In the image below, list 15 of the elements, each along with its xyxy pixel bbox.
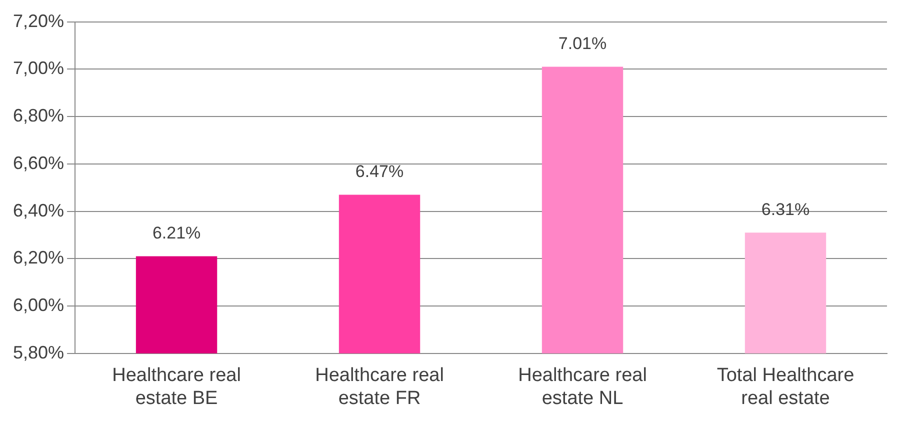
data-label: 6.47% — [355, 162, 404, 181]
y-tick-label: 7,20% — [12, 10, 64, 31]
x-tick-label: Total Healthcare real estate — [716, 365, 854, 409]
y-tick-label: 6,20% — [12, 248, 64, 268]
data-label: 6.21% — [152, 223, 201, 242]
data-label: 7.01% — [558, 34, 607, 53]
y-tick-label: 6,00% — [12, 294, 64, 315]
x-tick-label: Healthcare real estate FR — [315, 365, 444, 409]
x-tick-label: Healthcare real estate NL — [518, 365, 647, 409]
y-tick-label: 7,00% — [12, 58, 64, 78]
y-tick-label: 5,80% — [12, 342, 64, 362]
y-tick-label: 6,80% — [12, 106, 64, 126]
y-tick-label: 6,60% — [12, 152, 64, 173]
x-tick-label: Healthcare real estate BE — [112, 365, 241, 409]
y-tick-label: 6,40% — [12, 200, 64, 220]
